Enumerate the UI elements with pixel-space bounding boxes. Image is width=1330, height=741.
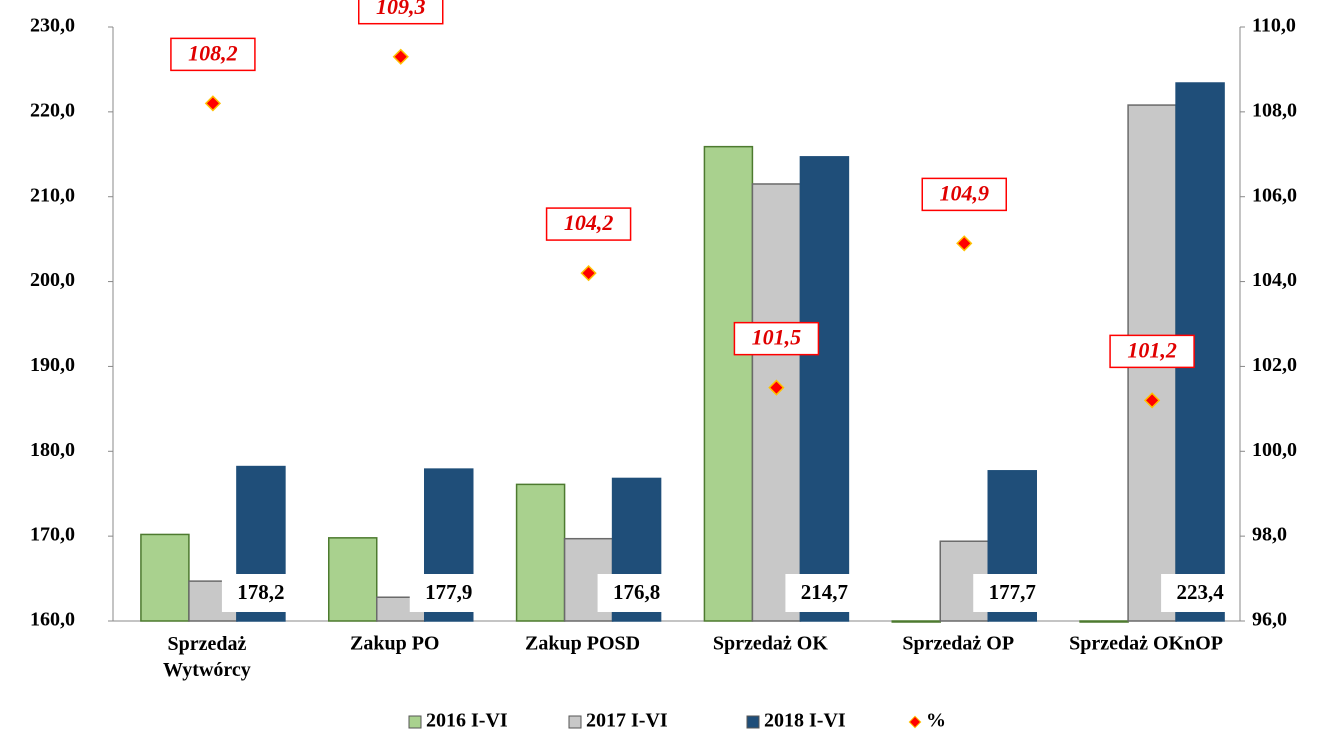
bar [703,145,754,622]
x-tick-label: Sprzedaż Wytwórcy [163,633,251,681]
y-tick-label: 190,0 [30,354,75,376]
data-label: 223,4 [1176,580,1224,604]
y-tick-label: 160,0 [30,609,75,631]
y-tick-label: 210,0 [30,184,75,206]
legend-swatch [746,715,760,729]
x-tick-label: Zakup PO [350,633,439,655]
x-tick-label: Sprzedaż OP [902,633,1014,655]
data-label-box [921,177,1007,212]
marker [768,379,785,396]
y2-tick-label: 102,0 [1252,354,1297,376]
bar [328,537,378,622]
y2-tick-label: 110,0 [1252,15,1296,37]
data-label-box [973,574,1052,612]
bar [140,533,190,622]
data-label-box [1161,574,1240,612]
marker [580,264,597,282]
data-label: 104,9 [940,180,990,205]
legend-label: 2018 I-VI [764,710,846,732]
data-label-box [1109,334,1195,369]
data-label: 177,7 [989,580,1036,604]
marker [392,48,409,65]
y2-tick-label: 98,0 [1252,524,1287,546]
marker [956,235,973,252]
y-tick-label: 170,0 [30,524,75,546]
bar [891,620,941,623]
bar [1079,620,1129,623]
legend-marker [908,715,922,729]
data-label: 178,2 [237,580,284,604]
data-label-box [358,0,444,25]
data-label: 101,2 [1127,337,1177,362]
data-label-box [221,574,300,612]
data-label-box [597,574,676,612]
y-tick-label: 200,0 [30,269,75,291]
legend-label: % [926,710,946,732]
x-tick-label: Sprzedaż OKnOP [1069,633,1223,655]
data-label: 108,2 [188,40,238,65]
data-label: 109,3 [376,0,426,19]
y2-tick-label: 100,0 [1252,439,1297,461]
x-tick-label: Sprzedaż OK [713,633,828,655]
data-label: 101,5 [752,325,802,350]
x-tick-line: Wytwórcy [163,659,251,681]
y2-tick-label: 106,0 [1252,184,1297,206]
data-label-box [170,37,256,72]
legend-swatch [568,715,582,729]
y-tick-label: 220,0 [30,99,75,121]
data-label: 214,7 [801,580,848,604]
legend-label: 2016 I-VI [426,710,508,732]
y2-tick-label: 104,0 [1252,269,1297,291]
data-label: 176,8 [613,580,660,604]
data-label-box [409,574,488,612]
x-tick-line: Sprzedaż [167,633,246,655]
data-label-box [785,574,864,612]
data-label-box [733,321,820,356]
bar [515,483,566,622]
legend-label: 2017 I-VI [586,710,668,732]
marker [204,95,222,112]
y-tick-label: 180,0 [30,439,75,461]
data-label: 177,9 [425,580,472,604]
bar [751,183,802,622]
y2-tick-label: 96,0 [1252,609,1287,631]
marker [1143,392,1161,409]
y2-tick-label: 108,0 [1252,99,1297,121]
bar [799,156,850,622]
legend-swatch [408,715,422,729]
data-label-box [545,207,632,241]
x-tick-label: Zakup POSD [525,633,640,655]
data-label: 104,2 [564,210,614,235]
y-tick-label: 230,0 [30,15,75,37]
